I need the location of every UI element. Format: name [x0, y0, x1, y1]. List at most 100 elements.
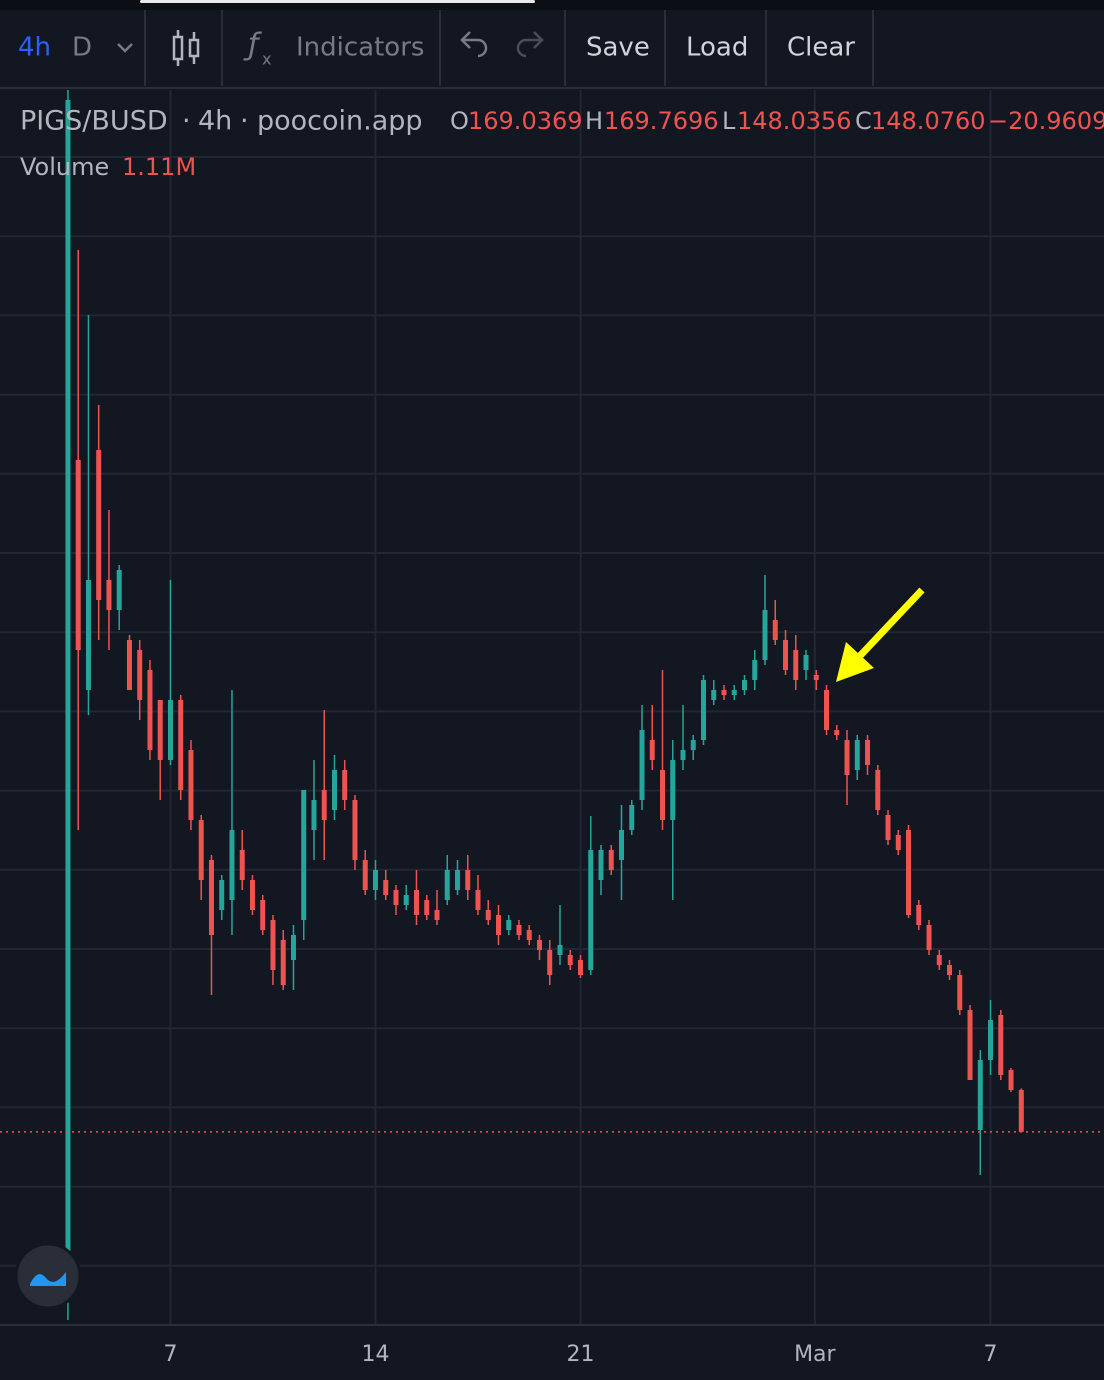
candle-body — [167, 700, 173, 760]
change: −20.9609 ( — [988, 107, 1104, 135]
x-tick-label: 7 — [984, 1342, 998, 1367]
candle-body — [803, 655, 809, 670]
candle-body — [721, 690, 727, 695]
candle-body — [485, 910, 491, 920]
ohlc-value: 148.0760 — [871, 107, 986, 135]
candle-body — [567, 955, 573, 965]
legend: PIGS/BUSD · 4h · poocoin.app O 169.0369 … — [20, 106, 1104, 182]
fx-icon-sub[interactable]: x — [262, 50, 271, 69]
candle-body — [188, 750, 194, 820]
candle-body — [362, 860, 368, 890]
candle-body — [701, 680, 707, 740]
separator: · — [182, 106, 191, 137]
candle-body — [106, 580, 112, 610]
candle-body — [137, 650, 143, 700]
load-button[interactable]: Load — [686, 33, 748, 63]
clear-button[interactable]: Clear — [787, 33, 855, 63]
interval-d-button[interactable]: D — [72, 33, 92, 63]
annotation-arrow — [855, 587, 925, 661]
annotation-arrowhead — [836, 642, 874, 682]
candle-body — [536, 940, 542, 950]
redo-button[interactable] — [516, 31, 544, 58]
candle-body — [947, 965, 953, 975]
candle-body — [454, 870, 460, 890]
candle-body — [301, 790, 307, 920]
candle-body — [208, 860, 214, 935]
candle-body — [157, 700, 163, 760]
ohlc-key: O — [450, 107, 469, 135]
volume-label: Volume — [20, 153, 109, 181]
candle-body — [926, 925, 932, 950]
candle-body — [475, 890, 481, 910]
candle-body — [670, 760, 676, 820]
fx-icon[interactable]: ƒ — [243, 28, 262, 63]
indicators-button[interactable]: Indicators — [296, 33, 424, 63]
logo[interactable] — [14, 1242, 82, 1310]
candle-body — [690, 740, 696, 750]
candle-body — [372, 870, 378, 890]
x-tick-label: 7 — [163, 1342, 177, 1367]
candle-body — [495, 915, 501, 935]
candle-body — [311, 800, 317, 830]
candle-body — [752, 660, 758, 680]
candle-body — [885, 815, 891, 840]
candle-body — [75, 460, 81, 650]
candle-body — [588, 850, 594, 970]
candle-body — [424, 900, 430, 915]
candle-body — [260, 900, 266, 930]
candle-body — [875, 770, 881, 810]
candle-body — [465, 870, 471, 890]
candle-body — [854, 740, 860, 770]
candle-body — [280, 940, 286, 985]
candle-body — [629, 805, 635, 830]
interval-dropdown[interactable] — [117, 43, 133, 53]
candle-body — [711, 690, 717, 700]
candle-body — [126, 640, 132, 690]
symbol: PIGS/BUSD — [20, 106, 168, 137]
candle-body — [547, 950, 553, 975]
candle-body — [1018, 1089, 1024, 1132]
candle-body — [998, 1015, 1004, 1075]
candle-body — [403, 895, 409, 905]
candle-body — [116, 570, 122, 610]
candle-body — [434, 910, 440, 920]
candle-body — [65, 100, 71, 1300]
candle-body — [834, 730, 840, 735]
candle-body — [731, 690, 737, 695]
x-tick-label: Mar — [794, 1342, 836, 1367]
x-tick-label: 14 — [361, 1342, 389, 1367]
candle-body — [742, 680, 748, 690]
candle-body — [352, 800, 358, 860]
candle-body — [557, 945, 563, 955]
tab-indicator — [140, 0, 535, 3]
candle-body — [1008, 1070, 1014, 1090]
interval-button[interactable]: 4h — [18, 33, 51, 63]
candle-body — [618, 830, 624, 860]
plot — [0, 90, 1104, 1320]
ohlc-value: 169.0369 — [468, 107, 583, 135]
candle-body — [772, 620, 778, 640]
candle-body — [96, 450, 102, 600]
x-tick-label: 21 — [566, 1342, 594, 1367]
save-button[interactable]: Save — [586, 33, 650, 63]
candle-body — [147, 670, 153, 750]
ohlc-value: 169.7696 — [604, 107, 719, 135]
undo-button[interactable] — [460, 31, 488, 58]
candle-body — [783, 640, 789, 670]
candle-body — [526, 930, 532, 940]
candle-body — [813, 675, 819, 680]
candle-body — [844, 740, 850, 775]
candle-body — [178, 700, 184, 790]
candle-body — [824, 690, 830, 730]
separator: · — [240, 106, 249, 137]
candle-body — [762, 610, 768, 660]
chart-style-button[interactable] — [172, 30, 200, 66]
candle-body — [598, 850, 604, 880]
candle-body — [906, 830, 912, 915]
candle-body — [229, 830, 235, 900]
candle-body — [393, 890, 399, 905]
candle-body — [516, 925, 522, 935]
candle-body — [936, 955, 942, 965]
